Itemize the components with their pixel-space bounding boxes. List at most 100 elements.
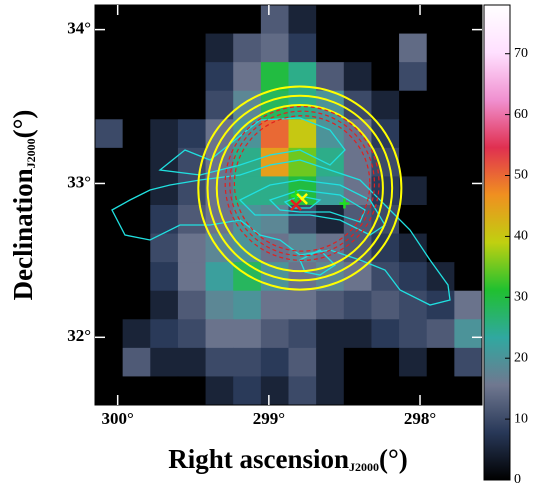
pixel xyxy=(426,176,455,206)
pixel xyxy=(454,62,483,92)
pixel xyxy=(122,119,151,149)
pixel xyxy=(150,147,179,177)
y-label-sub: J2000 xyxy=(24,138,38,168)
pixel xyxy=(150,205,179,235)
pixel xyxy=(454,262,483,292)
pixel xyxy=(288,205,317,235)
y-axis-title: DeclinationJ2000(°) xyxy=(8,110,38,301)
x-tick-label: 300° xyxy=(102,409,134,428)
pixel xyxy=(260,319,289,349)
frame xyxy=(94,4,483,406)
x-label-unit: (°) xyxy=(379,444,408,474)
pixel xyxy=(205,5,234,35)
pixel xyxy=(205,33,234,63)
pixel xyxy=(454,347,483,377)
pixel xyxy=(288,33,317,63)
pixel xyxy=(122,33,151,63)
pixel xyxy=(454,33,483,63)
pixel xyxy=(288,319,317,349)
pixel xyxy=(150,262,179,292)
pixel xyxy=(122,290,151,320)
pixel xyxy=(399,176,428,206)
pixel xyxy=(150,5,179,35)
pixel xyxy=(426,205,455,235)
pixel xyxy=(95,262,124,292)
contour xyxy=(299,249,337,276)
pixel xyxy=(233,319,262,349)
colorbar xyxy=(483,4,511,481)
pixel xyxy=(150,62,179,92)
pixel xyxy=(260,5,289,35)
pixel xyxy=(371,319,400,349)
pixel xyxy=(150,290,179,320)
pixel xyxy=(454,119,483,149)
colorbar-tick-label: 20 xyxy=(514,350,528,365)
pixel xyxy=(260,62,289,92)
pixel xyxy=(122,262,151,292)
pixel xyxy=(150,176,179,206)
pixel xyxy=(95,233,124,263)
pixel xyxy=(371,233,400,263)
pixel xyxy=(122,205,151,235)
pixel xyxy=(343,119,372,149)
pixel xyxy=(399,290,428,320)
pixel xyxy=(399,347,428,377)
pixel xyxy=(371,33,400,63)
pixel xyxy=(150,33,179,63)
x-label: Right ascension xyxy=(168,444,349,474)
colorbar-tick-label: 70 xyxy=(514,46,528,61)
overlays xyxy=(197,85,403,291)
pixel xyxy=(233,33,262,63)
pixel xyxy=(177,319,207,349)
pixel xyxy=(454,205,483,235)
pixel xyxy=(399,319,428,349)
pixel xyxy=(122,90,151,120)
region-circle xyxy=(206,94,394,282)
region-circle xyxy=(197,85,403,291)
axes: 300° 299° 298° 32° 33° 34° xyxy=(67,5,482,428)
pixel xyxy=(233,62,262,92)
pixel xyxy=(426,319,455,349)
pixel xyxy=(95,319,124,349)
pixel xyxy=(95,62,124,92)
pixel xyxy=(260,290,289,320)
pixel xyxy=(260,376,289,406)
pixel xyxy=(343,347,372,377)
region-circle xyxy=(229,110,376,257)
pixel xyxy=(316,376,345,406)
pixel xyxy=(343,376,372,406)
pixel xyxy=(399,233,428,263)
pixel xyxy=(177,205,207,235)
x-label-sub: J2000 xyxy=(349,460,379,474)
pixel xyxy=(205,290,234,320)
pixel xyxy=(177,90,207,120)
y-label: Declination xyxy=(8,168,38,300)
pixel xyxy=(399,376,428,406)
pixel xyxy=(260,347,289,377)
pixel xyxy=(426,262,455,292)
pixel xyxy=(177,33,207,63)
pixel xyxy=(371,347,400,377)
pixel xyxy=(95,147,124,177)
pixel xyxy=(95,176,124,206)
pixel xyxy=(316,290,345,320)
pixel xyxy=(122,233,151,263)
pixel xyxy=(260,90,289,120)
contour xyxy=(268,189,366,223)
pixel xyxy=(122,376,151,406)
pixel xyxy=(316,347,345,377)
pixel xyxy=(95,205,124,235)
colorbar-tick-label: 40 xyxy=(514,229,528,244)
pixel xyxy=(426,5,455,35)
colorbar-tick-label: 10 xyxy=(514,411,528,426)
pixel xyxy=(288,147,317,177)
pixel xyxy=(288,119,317,149)
pixel xyxy=(205,347,234,377)
pixel xyxy=(177,233,207,263)
pixel xyxy=(122,347,151,377)
pixel xyxy=(150,233,179,263)
x-tick-label: 298° xyxy=(404,409,436,428)
pixel xyxy=(233,5,262,35)
pixel xyxy=(454,147,483,177)
